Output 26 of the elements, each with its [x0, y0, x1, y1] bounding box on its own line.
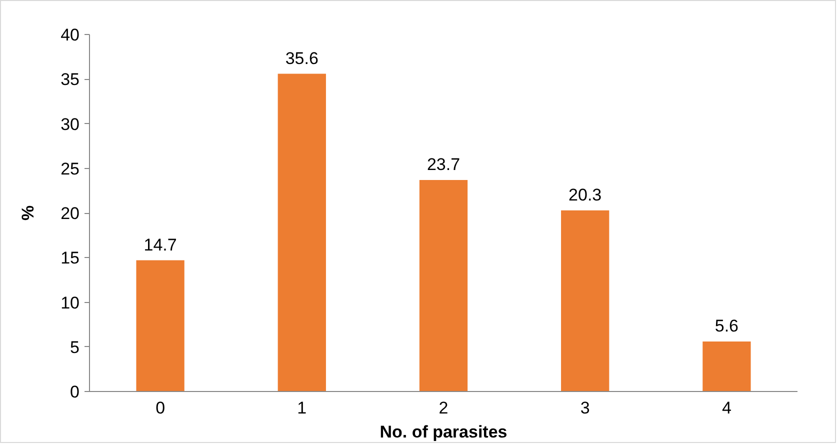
y-tick-label: 5: [70, 338, 80, 357]
y-tick-label: 40: [60, 26, 80, 44]
data-label: 35.6: [285, 48, 318, 68]
y-tick-label: 15: [60, 248, 80, 268]
y-tick-label: 20: [60, 204, 80, 223]
y-axis-title: %: [18, 205, 38, 221]
x-tick-label: 0: [156, 398, 166, 418]
bar: [419, 180, 468, 392]
data-label: 14.7: [144, 235, 177, 254]
bar: [136, 260, 184, 392]
data-label: 5.6: [714, 316, 739, 336]
data-label: 20.3: [568, 185, 602, 204]
y-tick-label: 35: [60, 70, 80, 90]
y-tick-label: 0: [70, 382, 80, 402]
x-tick-label: 3: [580, 398, 590, 418]
y-tick-label: 25: [60, 159, 80, 178]
y-tick-label: 30: [60, 114, 80, 134]
x-tick-label: 4: [722, 398, 732, 418]
data-label: 23.7: [426, 154, 460, 174]
y-tick-label: 10: [60, 293, 80, 312]
bar: [561, 210, 610, 392]
x-axis-title: No. of parasites: [380, 422, 508, 442]
x-tick-label: 1: [297, 398, 307, 418]
x-tick-label: 2: [438, 398, 448, 418]
bar: [278, 74, 326, 392]
bar: [702, 342, 751, 392]
